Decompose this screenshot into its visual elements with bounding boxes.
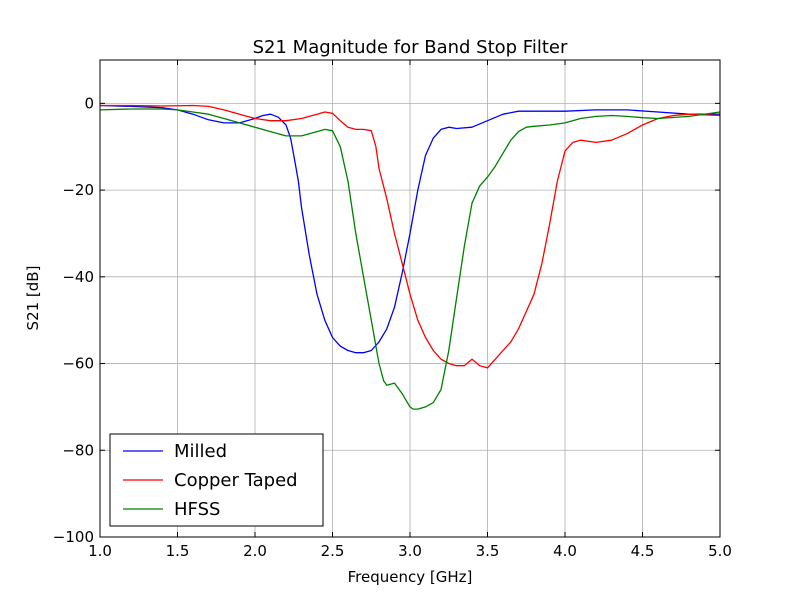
axis-ticks: 1.0 1.5 2.0 2.5 3.0 3.5 4.0 4.5 5.0 0 −20 −40 −60 −80…: [53, 60, 732, 560]
series-line-copper-taped: [100, 104, 721, 369]
x-tick-label: 4.5: [631, 542, 655, 560]
y-tick-label: 0: [84, 94, 94, 112]
legend-label: Milled: [174, 441, 227, 462]
x-tick-label: 3.5: [476, 542, 500, 560]
series-line-hfss: [99, 108, 721, 410]
x-axis-label: Frequency [GHz]: [348, 568, 473, 586]
x-tick-label: 5.0: [708, 542, 732, 560]
y-tick-label: −60: [62, 355, 94, 373]
y-tick-label: −100: [53, 528, 94, 546]
series-layer: [99, 104, 721, 410]
y-tick-label: −20: [62, 181, 94, 199]
x-tick-label: 2.5: [321, 542, 345, 560]
chart-title: S21 Magnitude for Band Stop Filter: [253, 37, 568, 58]
x-tick-label: 1.0: [88, 542, 112, 560]
y-tick-label: −80: [62, 441, 94, 459]
series-line-milled: [99, 104, 720, 354]
legend: Milled Copper Taped HFSS: [109, 433, 324, 527]
x-tick-label: 3.0: [398, 542, 422, 560]
y-tick-label: −40: [62, 268, 94, 286]
x-tick-label: 2.0: [243, 542, 267, 560]
y-axis-label: S21 [dB]: [24, 266, 42, 331]
x-tick-label: 1.5: [166, 542, 190, 560]
legend-label: Copper Taped: [174, 470, 298, 491]
x-tick-label: 4.0: [553, 542, 577, 560]
legend-label: HFSS: [174, 499, 220, 520]
